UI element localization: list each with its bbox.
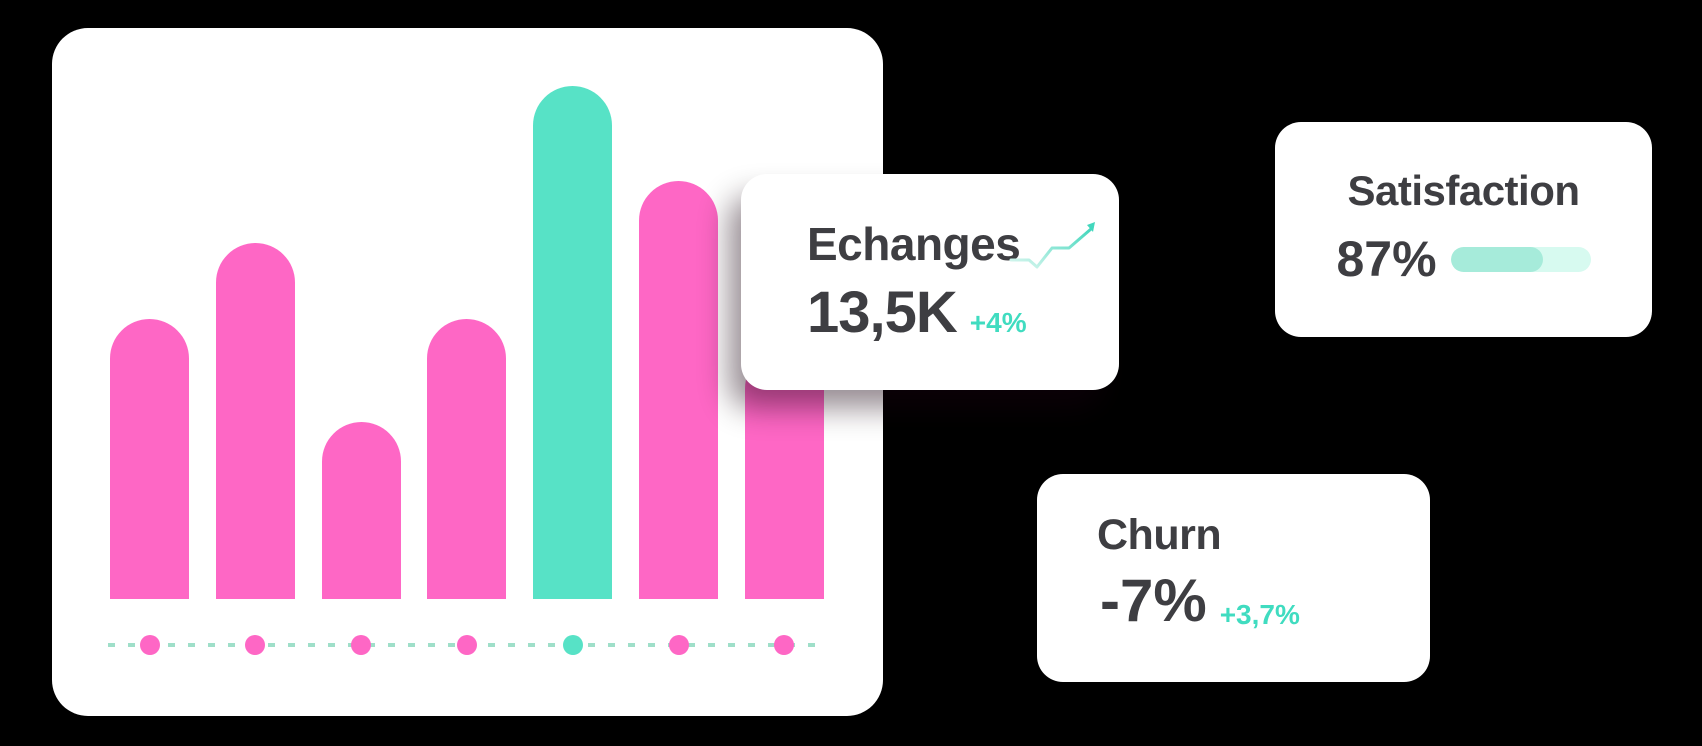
echanges-title: Echanges [807, 218, 1021, 270]
axis-dot-3 [351, 635, 371, 655]
chart-bar-7[interactable] [745, 349, 824, 599]
chart-bar-1[interactable] [110, 319, 189, 599]
churn-delta: +3,7% [1219, 599, 1300, 630]
axis-dot-6 [669, 635, 689, 655]
axis-dot-4 [457, 635, 477, 655]
trend-line-up-icon [1009, 222, 1095, 269]
chart-bar-4[interactable] [427, 319, 506, 599]
axis-dot-7 [774, 635, 794, 655]
axis-dot-1 [140, 635, 160, 655]
echanges-kpi-card[interactable]: Echanges 13,5K +4% [741, 174, 1119, 390]
satisfaction-progress-fill [1450, 246, 1543, 272]
chart-bar-5[interactable] [533, 86, 612, 599]
echanges-delta: +4% [969, 307, 1027, 338]
satisfaction-kpi-card[interactable]: Satisfaction 87% [1275, 122, 1652, 337]
chart-bar-2[interactable] [216, 243, 295, 599]
satisfaction-value: 87% [1336, 231, 1437, 287]
satisfaction-progress-track [1450, 246, 1591, 272]
axis-dot-2 [245, 635, 265, 655]
chart-bar-3[interactable] [322, 422, 401, 599]
churn-title: Churn [1097, 511, 1222, 559]
axis-dot-5 [563, 635, 583, 655]
chart-bar-6[interactable] [639, 181, 718, 599]
echanges-value: 13,5K [807, 280, 958, 345]
bar-chart [52, 28, 883, 716]
churn-value: -7% [1100, 567, 1207, 634]
churn-kpi-card[interactable]: Churn -7% +3,7% [1037, 474, 1430, 682]
satisfaction-title: Satisfaction [1347, 167, 1580, 214]
